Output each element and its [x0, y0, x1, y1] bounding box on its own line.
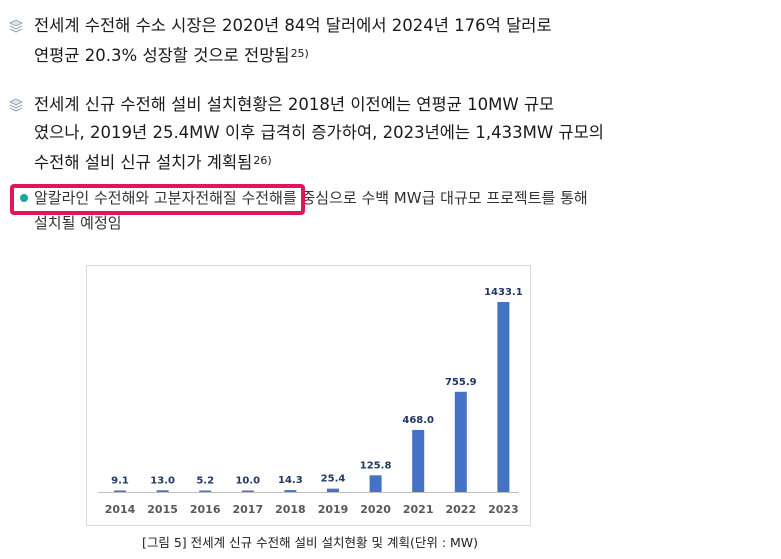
bar-2015 [156, 490, 169, 492]
data-label-2018: 14.3 [278, 475, 303, 486]
bar-2014 [114, 490, 126, 492]
bar-2016 [199, 490, 212, 492]
x-tick-label-2015: 2015 [147, 503, 178, 516]
footnote-ref: 25) [290, 47, 309, 60]
paragraph-installation-status: 전세계 신규 수전해 설비 설치현황은 2018년 이전에는 연평균 10MW … [8, 91, 618, 177]
data-label-2015: 13.0 [150, 475, 175, 486]
footnote-ref: 26) [253, 154, 272, 167]
bar-2023 [497, 302, 510, 492]
bar-2021 [412, 429, 425, 492]
figure-caption: [그림 5] 전세계 신규 수전해 설비 설치현황 및 계획(단위 : MW) [141, 535, 479, 550]
bar-chart: 9.1 2014 13.0 2015 5.2 2016 10.0 2017 14.3 2018 25… [98, 287, 523, 516]
data-label-2020: 125.8 [360, 460, 392, 471]
paragraph-line: 전세계 수전해 수소 시장은 2020년 84억 달러에서 2024년 176억… [34, 16, 552, 35]
bar-2020 [369, 475, 382, 492]
data-label-2019: 25.4 [321, 474, 346, 485]
paragraph-line: 전세계 신규 수전해 설비 설치현황은 2018년 이전에는 연평균 10MW … [34, 95, 555, 114]
bar-2017 [241, 490, 254, 492]
x-tick-label-2019: 2019 [318, 503, 349, 516]
data-label-2016: 5.2 [196, 476, 214, 487]
x-tick-label-2023: 2023 [488, 503, 519, 516]
x-tick-label-2018: 2018 [275, 503, 306, 516]
paragraph-line: 수전해 설비 신규 설치가 계획됨 [34, 153, 253, 172]
x-tick-label-2020: 2020 [360, 503, 391, 516]
data-label-2021: 468.0 [402, 415, 434, 426]
x-tick-label-2017: 2017 [232, 503, 263, 516]
book-stack-icon [9, 98, 23, 112]
x-tick-label-2022: 2022 [445, 503, 476, 516]
figure-frame [86, 265, 531, 526]
bar-2022 [454, 391, 467, 492]
paragraph-line: 였으나, 2019년 25.4MW 이후 급격히 증가하여, 2023년에는 1… [34, 123, 604, 142]
bar-2019 [327, 488, 339, 492]
data-label-2023: 1433.1 [484, 287, 523, 298]
bar-2018 [284, 490, 297, 492]
book-stack-icon [9, 19, 23, 33]
x-tick-label-2021: 2021 [403, 503, 434, 516]
highlight-annotation-box [10, 184, 305, 215]
paragraph-line: 연평균 20.3% 성장할 것으로 전망됨 [34, 46, 290, 65]
data-label-2014: 9.1 [111, 476, 129, 487]
bullet-item-projects: 알칼라인 수전해와 고분자전해질 수전해를 중심으로 수백 MW급 대규모 프로… [8, 186, 618, 236]
x-tick-label-2014: 2014 [105, 503, 136, 516]
teal-dot-icon [20, 194, 28, 202]
paragraph-market-growth: 전세계 수전해 수소 시장은 2020년 84억 달러에서 2024년 176억… [8, 12, 618, 70]
data-label-2022: 755.9 [445, 377, 477, 388]
bullet-line: 설치될 예정임 [34, 214, 122, 232]
data-label-2017: 10.0 [235, 476, 260, 487]
bullet-line: 알칼라인 수전해와 고분자전해질 수전해를 중심으로 수백 MW급 대규모 프로… [34, 189, 588, 207]
x-tick-label-2016: 2016 [190, 503, 221, 516]
